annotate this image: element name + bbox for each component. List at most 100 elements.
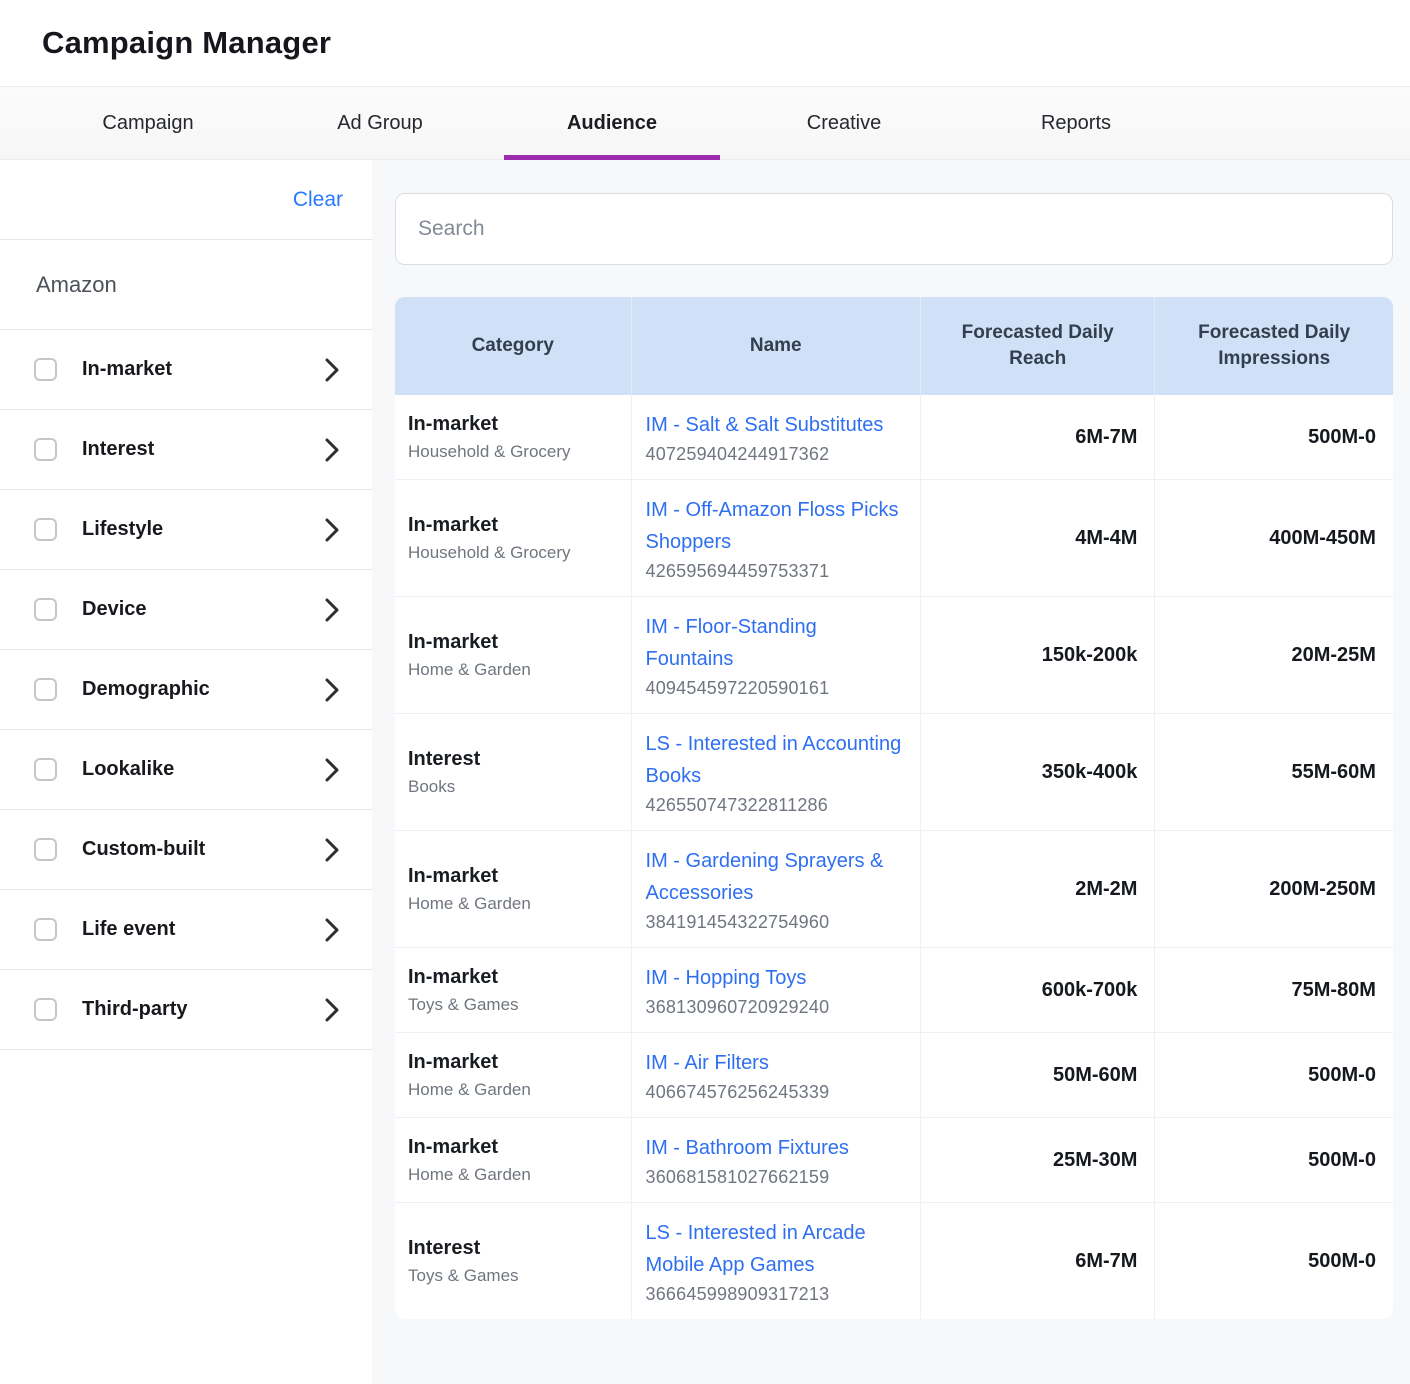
category-subcategory: Home & Garden — [408, 1080, 617, 1100]
category-name: Interest — [408, 748, 617, 771]
cell-forecasted-impressions: 500M-0 — [1154, 395, 1393, 479]
category-name: In-market — [408, 413, 617, 436]
checkbox[interactable] — [34, 518, 57, 541]
category-subcategory: Toys & Games — [408, 995, 617, 1015]
filter-sidebar: Clear Amazon In-market Interest Lifestyl… — [0, 160, 372, 1384]
cell-name: LS - Interested in Arcade Mobile App Gam… — [631, 1203, 920, 1319]
cell-forecasted-reach: 6M-7M — [920, 395, 1155, 479]
cell-name: IM - Air Filters 406674576256245339 — [631, 1033, 920, 1117]
table-body: In-market Household & Grocery IM - Salt … — [395, 395, 1393, 1319]
column-header-name: Name — [631, 297, 920, 395]
sidebar-item-label: In-market — [82, 358, 324, 381]
cell-category: In-market Household & Grocery — [395, 395, 631, 479]
category-subcategory: Books — [408, 777, 617, 797]
table-row: In-market Home & Garden IM - Air Filters… — [395, 1032, 1393, 1117]
chevron-right-icon[interactable] — [324, 358, 342, 382]
sidebar-section-amazon: Amazon — [0, 240, 372, 330]
audience-name-link[interactable]: IM - Salt & Salt Substitutes — [646, 409, 906, 441]
audience-name-link[interactable]: IM - Gardening Sprayers & Accessories — [646, 845, 906, 909]
tab-creative[interactable]: Creative — [728, 87, 960, 159]
category-subcategory: Home & Garden — [408, 660, 617, 680]
cell-name: IM - Floor-Standing Fountains 4094545972… — [631, 597, 920, 713]
audience-name-link[interactable]: IM - Floor-Standing Fountains — [646, 611, 906, 675]
audience-id: 366645998909317213 — [646, 1284, 906, 1305]
checkbox[interactable] — [34, 838, 57, 861]
cell-name: IM - Bathroom Fixtures 36068158102766215… — [631, 1118, 920, 1202]
audience-id: 384191454322754960 — [646, 912, 906, 933]
checkbox[interactable] — [34, 598, 57, 621]
cell-name: IM - Hopping Toys 368130960720929240 — [631, 948, 920, 1032]
checkbox[interactable] — [34, 438, 57, 461]
main-panel: Category Name Forecasted Daily Reach For… — [372, 160, 1410, 1384]
tab-campaign[interactable]: Campaign — [32, 87, 264, 159]
tab-label: Ad Group — [337, 112, 423, 135]
tab-audience[interactable]: Audience — [496, 87, 728, 159]
audience-name-link[interactable]: IM - Hopping Toys — [646, 962, 906, 994]
cell-forecasted-reach: 350k-400k — [920, 714, 1155, 830]
cell-category: Interest Toys & Games — [395, 1203, 631, 1319]
cell-forecasted-impressions: 500M-0 — [1154, 1118, 1393, 1202]
sidebar-item-label: Lookalike — [82, 758, 324, 781]
checkbox[interactable] — [34, 998, 57, 1021]
audience-name-link[interactable]: IM - Air Filters — [646, 1047, 906, 1079]
audience-id: 426550747322811286 — [646, 795, 906, 816]
sidebar-item-in-market[interactable]: In-market — [0, 330, 372, 410]
tab-bar: Campaign Ad Group Audience Creative Reports — [0, 86, 1410, 160]
audience-id: 360681581027662159 — [646, 1167, 906, 1188]
cell-forecasted-impressions: 200M-250M — [1154, 831, 1393, 947]
sidebar-item-demographic[interactable]: Demographic — [0, 650, 372, 730]
sidebar-item-lookalike[interactable]: Lookalike — [0, 730, 372, 810]
sidebar-item-device[interactable]: Device — [0, 570, 372, 650]
category-name: In-market — [408, 966, 617, 989]
checkbox[interactable] — [34, 758, 57, 781]
sidebar-item-label: Device — [82, 598, 324, 621]
tab-reports[interactable]: Reports — [960, 87, 1192, 159]
chevron-right-icon[interactable] — [324, 758, 342, 782]
audience-name-link[interactable]: IM - Bathroom Fixtures — [646, 1132, 906, 1164]
audience-name-link[interactable]: IM - Off-Amazon Floss Picks Shoppers — [646, 494, 906, 558]
search-input[interactable] — [396, 217, 1392, 241]
category-subcategory: Home & Garden — [408, 894, 617, 914]
audience-table: Category Name Forecasted Daily Reach For… — [395, 297, 1393, 1319]
sidebar-item-life-event[interactable]: Life event — [0, 890, 372, 970]
audience-id: 368130960720929240 — [646, 997, 906, 1018]
cell-forecasted-reach: 4M-4M — [920, 480, 1155, 596]
cell-category: In-market Toys & Games — [395, 948, 631, 1032]
cell-forecasted-impressions: 55M-60M — [1154, 714, 1393, 830]
chevron-right-icon[interactable] — [324, 998, 342, 1022]
sidebar-item-interest[interactable]: Interest — [0, 410, 372, 490]
audience-name-link[interactable]: LS - Interested in Arcade Mobile App Gam… — [646, 1217, 906, 1281]
checkbox[interactable] — [34, 918, 57, 941]
chevron-right-icon[interactable] — [324, 518, 342, 542]
audience-id: 407259404244917362 — [646, 444, 906, 465]
cell-category: In-market Home & Garden — [395, 1118, 631, 1202]
category-name: In-market — [408, 514, 617, 537]
page-title: Campaign Manager — [42, 25, 331, 61]
clear-filters-link[interactable]: Clear — [293, 188, 343, 212]
cell-category: Interest Books — [395, 714, 631, 830]
chevron-right-icon[interactable] — [324, 918, 342, 942]
cell-name: IM - Gardening Sprayers & Accessories 38… — [631, 831, 920, 947]
chevron-right-icon[interactable] — [324, 598, 342, 622]
chevron-right-icon[interactable] — [324, 838, 342, 862]
audience-name-link[interactable]: LS - Interested in Accounting Books — [646, 728, 906, 792]
sidebar-item-custom-built[interactable]: Custom-built — [0, 810, 372, 890]
chevron-right-icon[interactable] — [324, 678, 342, 702]
sidebar-item-third-party[interactable]: Third-party — [0, 970, 372, 1050]
checkbox[interactable] — [34, 678, 57, 701]
sidebar-item-lifestyle[interactable]: Lifestyle — [0, 490, 372, 570]
table-row: In-market Home & Garden IM - Gardening S… — [395, 830, 1393, 947]
cell-category: In-market Home & Garden — [395, 1033, 631, 1117]
category-name: In-market — [408, 865, 617, 888]
tab-ad-group[interactable]: Ad Group — [264, 87, 496, 159]
sidebar-item-label: Demographic — [82, 678, 324, 701]
chevron-right-icon[interactable] — [324, 438, 342, 462]
cell-forecasted-reach: 150k-200k — [920, 597, 1155, 713]
cell-forecasted-reach: 2M-2M — [920, 831, 1155, 947]
checkbox[interactable] — [34, 358, 57, 381]
table-header-row: Category Name Forecasted Daily Reach For… — [395, 297, 1393, 395]
sidebar-item-label: Custom-built — [82, 838, 324, 861]
cell-category: In-market Household & Grocery — [395, 480, 631, 596]
cell-forecasted-impressions: 75M-80M — [1154, 948, 1393, 1032]
tab-label: Creative — [807, 112, 881, 135]
